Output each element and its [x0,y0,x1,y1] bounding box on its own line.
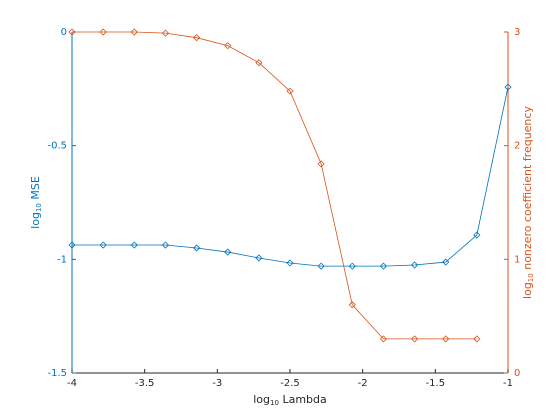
data-point [224,42,232,50]
data-point [348,301,356,309]
data-point [192,34,201,42]
x-tick-label: -1.5 [426,378,446,389]
y2-tick-label: 0 [514,368,520,379]
data-point [130,241,138,249]
x-axis-label: log10 Lambda [253,393,327,407]
y2-tick-label: 2 [514,141,520,152]
data-point [348,262,356,270]
y2-tick-label: 3 [514,27,520,38]
y-axis-label: log10 MSE [29,176,43,229]
x-tick-label: -1 [503,378,513,389]
x-tick-label: -2 [358,378,368,389]
data-point [99,28,107,36]
y-tick-label: -1.5 [47,368,67,379]
x-axis-label-rest: Lambda [279,393,327,406]
x-tick-label: -3.5 [135,378,155,389]
data-point [161,29,170,37]
data-point [68,28,76,36]
data-point [504,83,512,91]
y-axis-label-sub: 10 [35,203,43,212]
y2-axis-label-sub: 10 [527,273,535,282]
y-axis-label-rest: MSE [29,176,42,203]
x-tick-label: -4 [67,378,77,389]
y-tick-label: -1 [57,254,67,265]
y2-axis-label-rest: nonzero coefficient frequency [521,106,534,274]
data-point [130,28,138,36]
data-point [255,254,263,262]
data-point [192,244,201,252]
data-point [473,231,481,239]
data-point [68,241,76,249]
y2-axis-label: log10 nonzero coefficient frequency [521,106,535,299]
data-point [379,335,388,343]
data-point [317,160,325,168]
data-point [473,335,481,343]
data-point [161,241,170,249]
data-point [317,262,325,270]
y-tick-label: 0 [61,27,67,38]
data-point [410,335,419,343]
x-axis-label-base: log [253,393,270,406]
x-tick-label: -2.5 [280,378,300,389]
series-line [72,86,509,267]
data-point [379,262,388,270]
x-axis-label-sub: 10 [270,399,279,407]
data-point [286,259,294,267]
data-point [442,335,450,343]
x-tick-label: -3 [212,378,222,389]
data-point [224,248,232,256]
y2-axis-label-base: log [521,282,534,299]
data-point [410,261,419,269]
data-point [286,87,294,95]
y-tick-label: -0.5 [47,141,67,152]
data-point [255,59,263,67]
y-axis-label-base: log [29,212,42,229]
series-line [72,31,477,340]
data-point [442,258,450,266]
data-point [99,241,107,249]
y2-tick-label: 1 [514,254,520,265]
